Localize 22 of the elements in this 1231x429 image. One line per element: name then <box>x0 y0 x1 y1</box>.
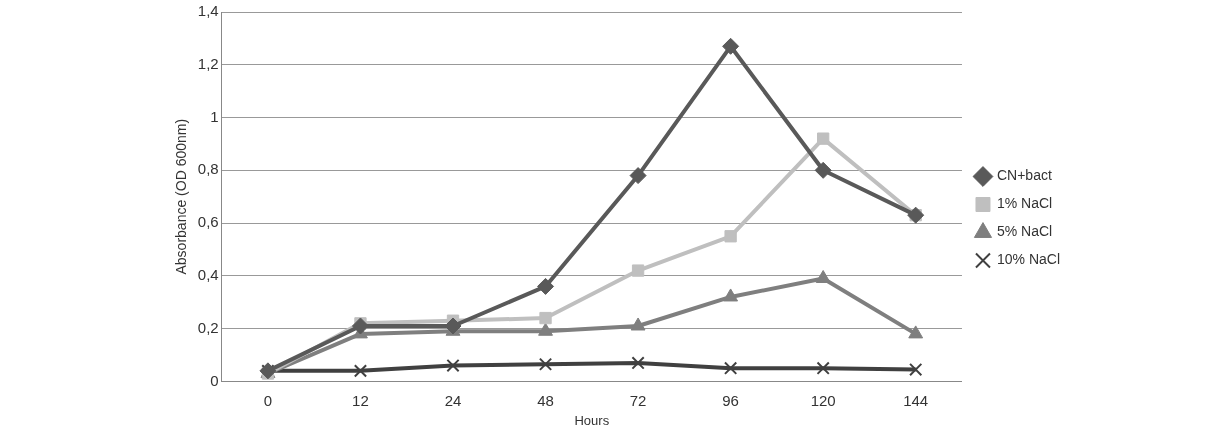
y-tick-label: 0,6 <box>197 213 219 231</box>
x-tick-label: 0 <box>263 391 273 409</box>
x-tick-label: 96 <box>722 391 739 409</box>
x-tick-label: 144 <box>903 391 929 409</box>
legend-label: 5% NaCl <box>996 223 1053 240</box>
y-tick-label: 1 <box>210 107 219 125</box>
legend-label: 10% NaCl <box>996 251 1060 268</box>
x-tick-label: 72 <box>629 391 647 409</box>
y-tick-label: 0 <box>210 371 219 389</box>
x-tick-label: 24 <box>444 391 462 409</box>
y-tick-label: 0,8 <box>197 160 219 178</box>
y-tick-label: 1,4 <box>197 2 219 20</box>
x-axis-title: Hours <box>574 412 610 428</box>
y-tick-label: 1,2 <box>197 54 219 72</box>
y-axis-title: Absorbance (OD 600nm) <box>173 118 190 275</box>
x-tick-label: 12 <box>352 391 369 409</box>
x-tick-label: 120 <box>810 391 836 409</box>
legend-label: CN+bact <box>996 167 1052 184</box>
y-tick-label: 0,4 <box>197 266 219 283</box>
y-tick-label: 0,2 <box>197 318 219 336</box>
legend-label: 1% NaCl <box>996 195 1053 212</box>
x-tick-label: 48 <box>537 391 554 409</box>
